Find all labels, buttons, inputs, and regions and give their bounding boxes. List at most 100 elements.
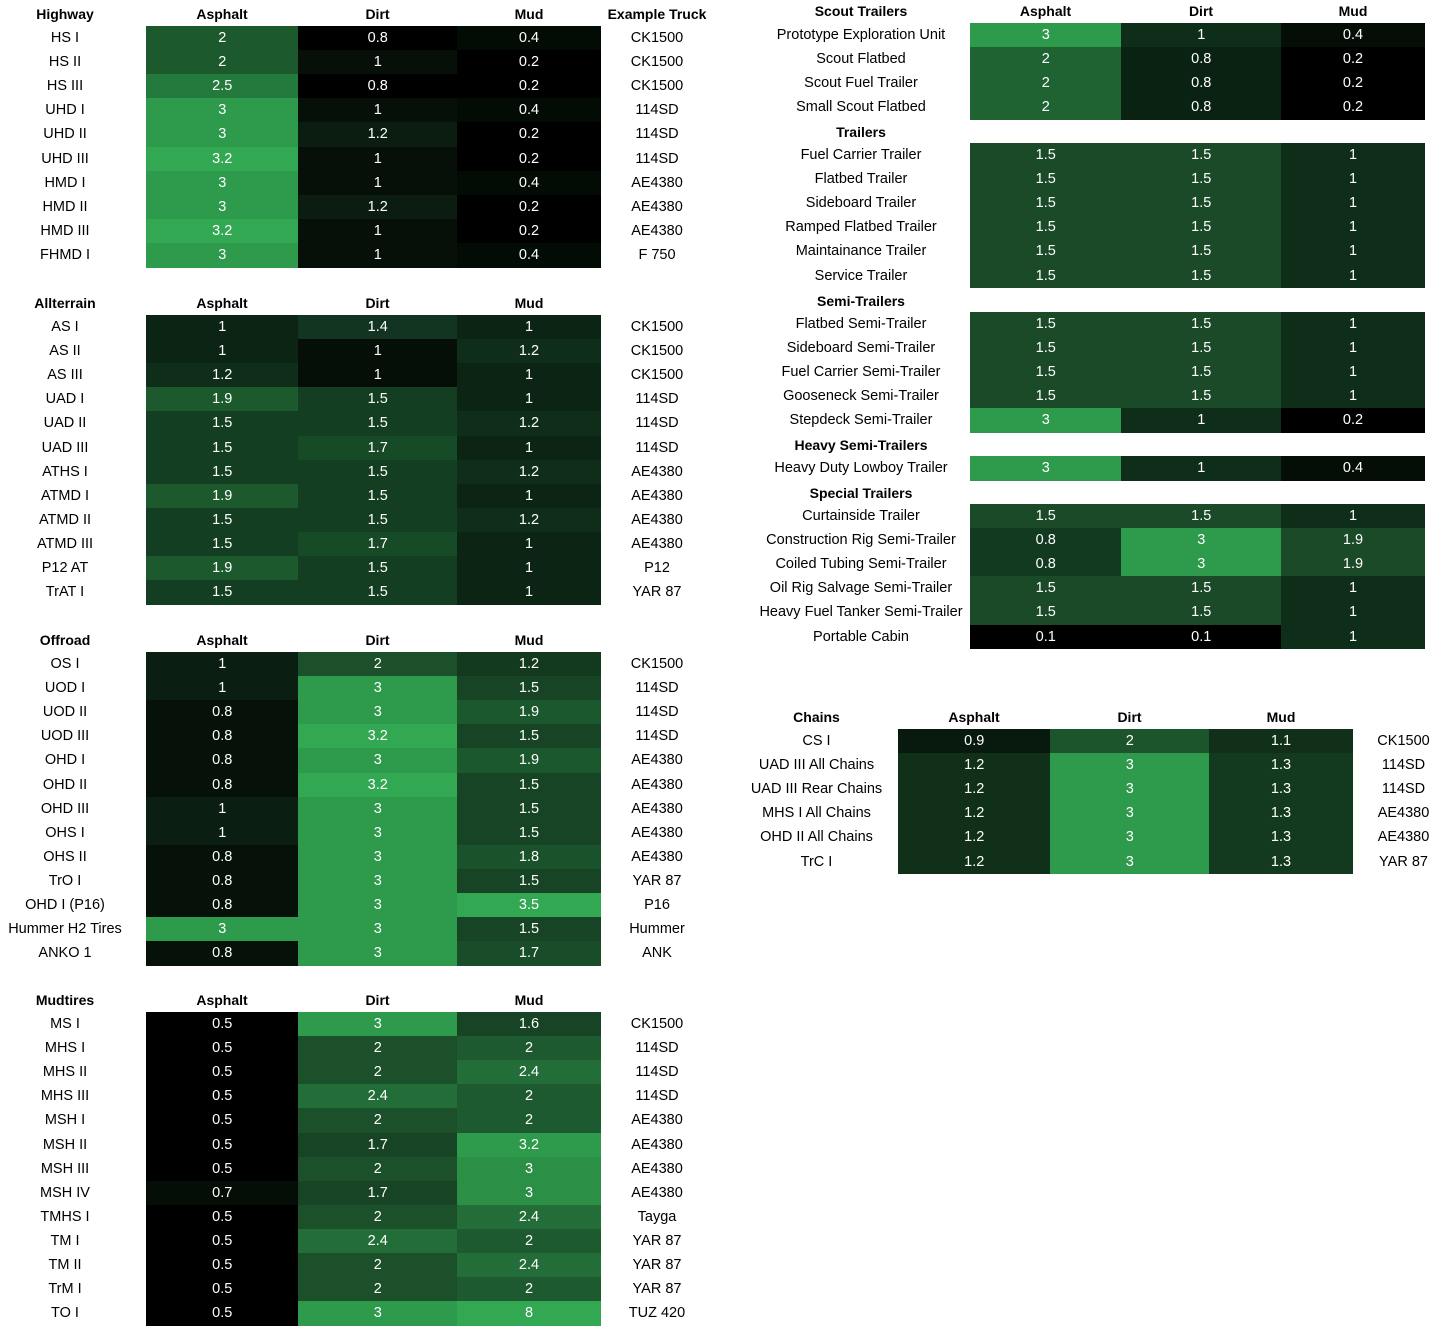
heatmap-cell: 0.8 [1121, 47, 1282, 72]
heatmap-cell: 1.5 [970, 576, 1122, 601]
column-header-asphalt: Asphalt [196, 6, 248, 22]
heatmap-cell: 1.5 [1121, 576, 1282, 601]
row-label: OHD I (P16) [25, 897, 105, 913]
heatmap-cell: 3.2 [457, 1132, 601, 1158]
row-label: AS III [47, 367, 83, 384]
heatmap-cell: 0.5 [146, 1301, 299, 1326]
example-truck: AE4380 [631, 511, 683, 528]
row-label: MHS III [40, 1088, 90, 1105]
heatmap-cell: 3 [1050, 801, 1210, 826]
example-truck: YAR 87 [632, 1281, 682, 1298]
heatmap-cell: 1 [1281, 215, 1425, 240]
heatmap-cell: 1.3 [1209, 777, 1353, 802]
example-truck: YAR 87 [632, 872, 682, 889]
heatmap-cell: 2 [146, 26, 299, 51]
heatmap-cell: 1 [1281, 336, 1425, 361]
example-truck: 114SD [1381, 757, 1426, 774]
row-label: UHD III [41, 150, 89, 167]
example-truck: 114SD [635, 1064, 679, 1081]
heatmap-cell: 2 [457, 1108, 601, 1134]
column-header-dirt: Dirt [1117, 709, 1142, 725]
heatmap-cell: 1.5 [970, 360, 1122, 385]
row-label: HS III [46, 78, 84, 95]
heatmap-cell: 1.5 [970, 215, 1122, 240]
heatmap-cell: 0.2 [457, 194, 601, 220]
row-label: ATMD II [38, 511, 92, 528]
row-label: UHD I [45, 102, 85, 119]
example-truck: CK1500 [630, 78, 684, 95]
heatmap-cell: 1.8 [457, 844, 601, 870]
heatmap-cell: 1.2 [146, 363, 299, 388]
heatmap-cell: 0.4 [1281, 456, 1425, 481]
row-label: Ramped Flatbed Trailer [785, 219, 937, 236]
row-label: AS I [51, 319, 79, 335]
heatmap-cell: 3 [146, 170, 299, 196]
heatmap-cell: 2.4 [457, 1060, 601, 1085]
row-label: HMD III [40, 222, 90, 239]
row-label: TM II [48, 1257, 82, 1273]
heatmap-cell: 0.5 [146, 1132, 299, 1158]
heatmap-cell: 0.4 [457, 26, 601, 51]
heatmap-cell: 1 [298, 363, 458, 388]
heatmap-cell: 1.2 [457, 459, 601, 485]
table-title: Mudtires [35, 992, 95, 1008]
heatmap-cell: 1.2 [298, 122, 458, 148]
heatmap-cell: 1.5 [1121, 600, 1282, 626]
heatmap-cell: 0.8 [146, 844, 299, 870]
row-label: MHS I [44, 1040, 86, 1057]
column-header-asphalt: Asphalt [196, 632, 248, 648]
row-label: Gooseneck Semi-Trailer [783, 388, 939, 405]
heatmap-cell: 1.5 [457, 772, 601, 798]
heatmap-cell: 1.5 [970, 263, 1122, 289]
row-label: ATMD III [36, 535, 94, 552]
table-title: Chains [793, 709, 840, 725]
example-truck: AE4380 [631, 800, 683, 817]
heatmap-cell: 1.3 [1209, 849, 1353, 875]
row-label: TO I [51, 1305, 79, 1322]
heatmap-cell: 1.2 [457, 652, 601, 677]
heatmap-cell: 1.5 [970, 143, 1122, 168]
table-title: Scout Trailers [814, 3, 908, 19]
heatmap-cell: 1.5 [1121, 384, 1282, 409]
example-truck: AE4380 [631, 1184, 683, 1201]
column-header-dirt: Dirt [365, 6, 390, 22]
heatmap-cell: 2 [298, 652, 458, 677]
heatmap-cell: 1 [146, 339, 299, 364]
heatmap-cell: 1.5 [457, 868, 601, 894]
row-label: TrM I [48, 1281, 82, 1298]
heatmap-cell: 1 [457, 387, 601, 412]
example-truck: 114SD [635, 728, 679, 745]
heatmap-cell: 1.2 [457, 411, 601, 437]
heatmap-cell: 1.5 [970, 504, 1122, 529]
heatmap-cell: 2 [457, 1084, 601, 1109]
heatmap-cell: 0.8 [146, 700, 299, 725]
example-truck: CK1500 [1377, 733, 1430, 749]
column-header-mud: Mud [514, 992, 544, 1008]
example-truck: P12 [644, 560, 670, 576]
heatmap-cell: 1.5 [970, 191, 1122, 216]
column-header-dirt: Dirt [365, 295, 390, 311]
heatmap-cell: 0.2 [457, 218, 601, 244]
example-truck: YAR 87 [632, 584, 682, 601]
row-label: Heavy Duty Lowboy Trailer [774, 460, 948, 476]
heatmap-cell: 3 [146, 98, 299, 123]
heatmap-cell: 1.5 [1121, 215, 1282, 240]
heatmap-cell: 3 [1050, 753, 1210, 778]
heatmap-cell: 3 [298, 1012, 458, 1037]
row-label: HMD II [42, 198, 88, 215]
heatmap-cell: 1.5 [298, 387, 458, 412]
heatmap-cell: 1 [298, 339, 458, 364]
heatmap-cell: 3 [298, 700, 458, 725]
row-label: UOD III [40, 728, 90, 745]
example-truck: Tayga [637, 1208, 677, 1225]
heatmap-cell: 1 [298, 146, 458, 172]
heatmap-cell: 3 [970, 456, 1122, 481]
heatmap-cell: 1 [298, 50, 458, 75]
heatmap-cell: 0.5 [146, 1156, 299, 1182]
example-truck: AE4380 [1377, 805, 1430, 822]
heatmap-cell: 2 [457, 1277, 601, 1302]
row-label: OHS I [45, 824, 85, 841]
heatmap-cell: 1.2 [457, 339, 601, 364]
heatmap-cell: 0.2 [457, 50, 601, 75]
heatmap-cell: 3 [1050, 825, 1210, 851]
